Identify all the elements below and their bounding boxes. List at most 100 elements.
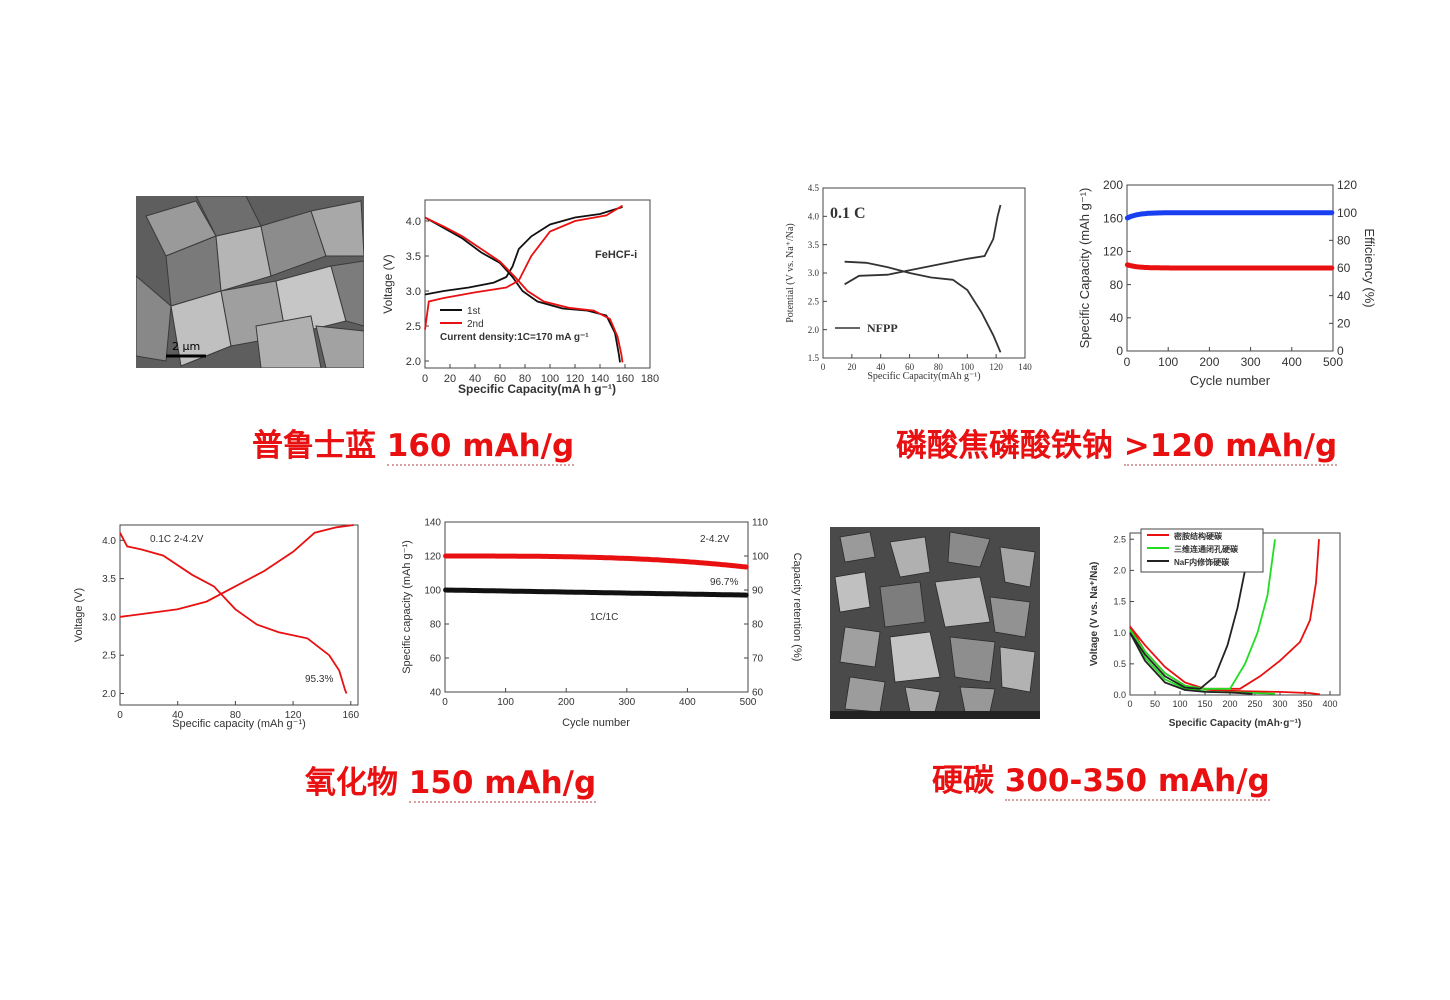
y-axis-label: Voltage (V vs. Na⁺/Na) xyxy=(1089,562,1100,667)
x-tick-label: 0 xyxy=(821,362,826,372)
x-axis-label: Cycle number xyxy=(562,717,630,729)
x-tick-label: 100 xyxy=(1172,699,1187,709)
y2-tick-label: 80 xyxy=(752,620,764,631)
y-tick-label: 1.0 xyxy=(1113,628,1126,638)
series-line xyxy=(1129,632,1253,695)
chart-nfpp-cycle: 0 100 200 300 400 500040801201602000204060801… xyxy=(1077,178,1377,388)
x-tick-label: 0 xyxy=(1127,699,1132,709)
series-line xyxy=(1129,539,1320,690)
y2-axis-label: Efficiency (%) xyxy=(1362,228,1377,307)
x-tick-label: 400 xyxy=(1282,355,1302,369)
y-tick-label: 200 xyxy=(1103,178,1123,192)
y-tick-label: 0 xyxy=(1116,344,1123,358)
y2-tick-label: 20 xyxy=(1337,317,1351,331)
chart-annotation: 0.1C 2-4.2V xyxy=(150,534,204,545)
x-tick-label: 300 xyxy=(618,697,635,708)
y-tick-label: 4.0 xyxy=(808,211,820,221)
heading-oxide-value: 150 mAh/g xyxy=(408,765,597,803)
series-line xyxy=(1129,539,1252,690)
x-tick-label: 0 xyxy=(442,697,448,708)
chart-hc-voltage: 0 50 100 150 200 250 300 350 400 0.0 0.5 1.0 1.5 2.0 2… xyxy=(1089,528,1341,729)
chart-oxide-cycle: 0 100 200 300 400 500 40 60 80 100 120 140 60 70 80 90 1… xyxy=(401,518,803,730)
chart-nfpp-potential: 0 20 40 60 80 100 120 140 1.5 2.0 2.5 3.0 3.5 4.0 4.5 S… xyxy=(785,183,1032,382)
plot-frame xyxy=(444,521,749,693)
chart-pb-voltage: 0 20 40 60 80 100 120 140 160 180 2.0 2.5 3.0 3.5 4.0 S… xyxy=(381,199,659,396)
legend-label: NFPP xyxy=(867,321,898,335)
x-tick-label: 100 xyxy=(497,697,514,708)
sem-scale-label: 2 μm xyxy=(172,340,200,353)
y-axis-label: Specific capacity (mAh g⁻¹) xyxy=(401,540,413,674)
series-line xyxy=(424,206,623,296)
heading-nfpp-name: 磷酸焦磷酸铁钠 xyxy=(896,428,1113,464)
legend-label: 2nd xyxy=(467,319,484,330)
heading-pb-name: 普鲁士蓝 xyxy=(252,428,376,464)
y-tick-label: 1.5 xyxy=(808,353,820,363)
y-tick-label: 2.0 xyxy=(808,325,820,335)
legend-label: NaF内修饰硬碳 xyxy=(1174,557,1230,567)
legend-box xyxy=(1140,528,1264,573)
heading-nfpp: 磷酸焦磷酸铁钠 >120 mAh/g xyxy=(896,420,1338,466)
heading-hc-value: 300-350 mAh/g xyxy=(1004,763,1270,801)
y-tick-label: 0.0 xyxy=(1113,690,1126,700)
x-axis-label: Specific Capacity(mAh g⁻¹) xyxy=(867,371,980,382)
sem-image-prussian-blue: 2 μm xyxy=(136,196,364,368)
y2-tick-label: 60 xyxy=(752,688,764,699)
x-tick-label: 140 xyxy=(591,373,609,385)
y-tick-label: 4.5 xyxy=(808,183,820,193)
chart-annotation: 0.1 C xyxy=(830,205,866,222)
series-line xyxy=(1129,539,1276,690)
x-tick-label: 150 xyxy=(1197,699,1212,709)
series-markers xyxy=(443,587,749,598)
x-tick-label: 80 xyxy=(519,373,531,385)
series-line xyxy=(119,532,348,694)
x-axis-label: Specific capacity (mAh g⁻¹) xyxy=(172,718,306,730)
chart-annotation: FeHCF-i xyxy=(595,249,637,261)
chart-note: 95.3% xyxy=(305,674,333,685)
series-line xyxy=(119,524,354,618)
y2-tick-label: 100 xyxy=(1337,206,1357,220)
legend-label: 1st xyxy=(467,306,481,317)
y2-tick-label: 60 xyxy=(1337,261,1351,275)
y-tick-label: 120 xyxy=(1103,245,1123,259)
y-axis-label: Potential (V vs. Na⁺/Na) xyxy=(785,223,796,323)
y2-tick-label: 80 xyxy=(1337,234,1351,248)
heading-oxide: 氧化物 150 mAh/g xyxy=(305,757,597,803)
x-tick-label: 500 xyxy=(1323,355,1343,369)
y2-tick-label: 110 xyxy=(752,518,768,529)
x-tick-label: 0 xyxy=(117,710,123,721)
x-tick-label: 140 xyxy=(1018,362,1032,372)
y-tick-label: 3.5 xyxy=(406,251,421,263)
x-tick-label: 40 xyxy=(172,710,184,721)
chart-note: 96.7% xyxy=(710,577,738,588)
x-tick-label: 120 xyxy=(566,373,584,385)
y-tick-label: 4.0 xyxy=(102,536,116,547)
x-tick-label: 60 xyxy=(905,362,915,372)
y2-tick-label: 100 xyxy=(752,552,769,563)
x-tick-label: 100 xyxy=(1158,355,1178,369)
y2-tick-label: 120 xyxy=(1337,178,1357,192)
x-tick-label: 100 xyxy=(961,362,975,372)
y-tick-label: 40 xyxy=(1110,311,1124,325)
y-tick-label: 2.5 xyxy=(102,651,116,662)
series-markers xyxy=(1124,262,1335,271)
chart-note: Current density:1C=170 mA g⁻¹ xyxy=(440,332,589,343)
heading-prussian-blue: 普鲁士蓝 160 mAh/g xyxy=(252,420,575,466)
y-axis-label: Voltage (V) xyxy=(381,254,395,313)
y2-tick-label: 90 xyxy=(752,586,764,597)
chart-annotation: 2-4.2V xyxy=(700,534,730,545)
y-tick-label: 3.0 xyxy=(406,286,421,298)
x-tick-label: 120 xyxy=(285,710,302,721)
plot-frame xyxy=(119,524,359,706)
heading-pb-value: 160 mAh/g xyxy=(386,428,575,466)
x-tick-label: 0 xyxy=(1124,355,1131,369)
y-tick-label: 0.5 xyxy=(1113,659,1126,669)
x-tick-label: 160 xyxy=(616,373,634,385)
x-tick-label: 400 xyxy=(679,697,696,708)
y-tick-label: 2.5 xyxy=(1113,534,1126,544)
x-tick-label: 0 xyxy=(422,373,428,385)
y-tick-label: 1.5 xyxy=(1113,597,1126,607)
series-line xyxy=(844,260,1002,353)
y2-tick-label: 0 xyxy=(1337,344,1344,358)
x-tick-label: 20 xyxy=(847,362,857,372)
x-tick-label: 40 xyxy=(876,362,886,372)
